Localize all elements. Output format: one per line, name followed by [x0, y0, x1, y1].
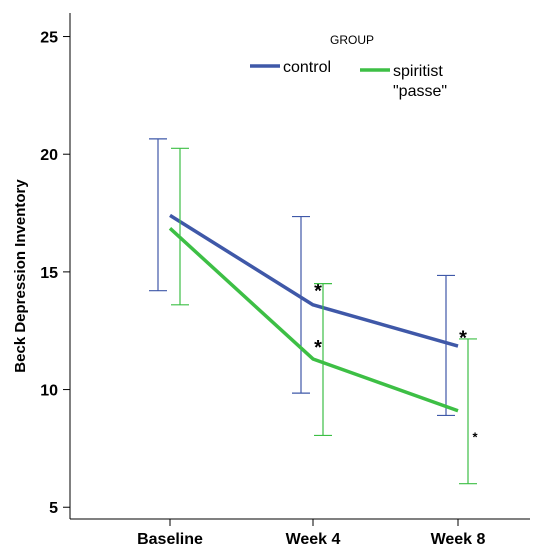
series-layer: ****	[149, 138, 478, 485]
x-tick-label: Week 4	[286, 531, 341, 548]
y-axis-title: Beck Depression Inventory	[12, 179, 29, 373]
y-tick-label: 20	[40, 147, 58, 164]
series-line	[169, 213, 459, 348]
significance-marker: *	[314, 337, 322, 359]
legend-label: control	[283, 59, 331, 76]
y-tick-label: 15	[40, 265, 58, 282]
x-tick-label: Baseline	[137, 531, 203, 548]
significance-marker: *	[314, 281, 322, 303]
legend-title: GROUP	[330, 33, 374, 47]
series-line	[168, 227, 459, 413]
series-control: **	[149, 138, 467, 417]
y-axis-ticks: 5 10 15 20 25	[40, 30, 70, 517]
significance-marker: *	[472, 430, 478, 445]
legend-label: spiritist "passe"	[393, 63, 447, 100]
y-tick-label: 25	[40, 30, 58, 47]
legend: GROUP control spiritist "passe"	[250, 33, 447, 100]
y-tick-label: 10	[40, 383, 58, 400]
x-axis-ticks: Baseline Week 4 Week 8	[137, 519, 486, 548]
chart-axes	[69, 13, 530, 520]
x-tick-label: Week 8	[431, 531, 486, 548]
series-spiritist: **	[168, 147, 478, 485]
y-tick-label: 5	[49, 500, 58, 517]
